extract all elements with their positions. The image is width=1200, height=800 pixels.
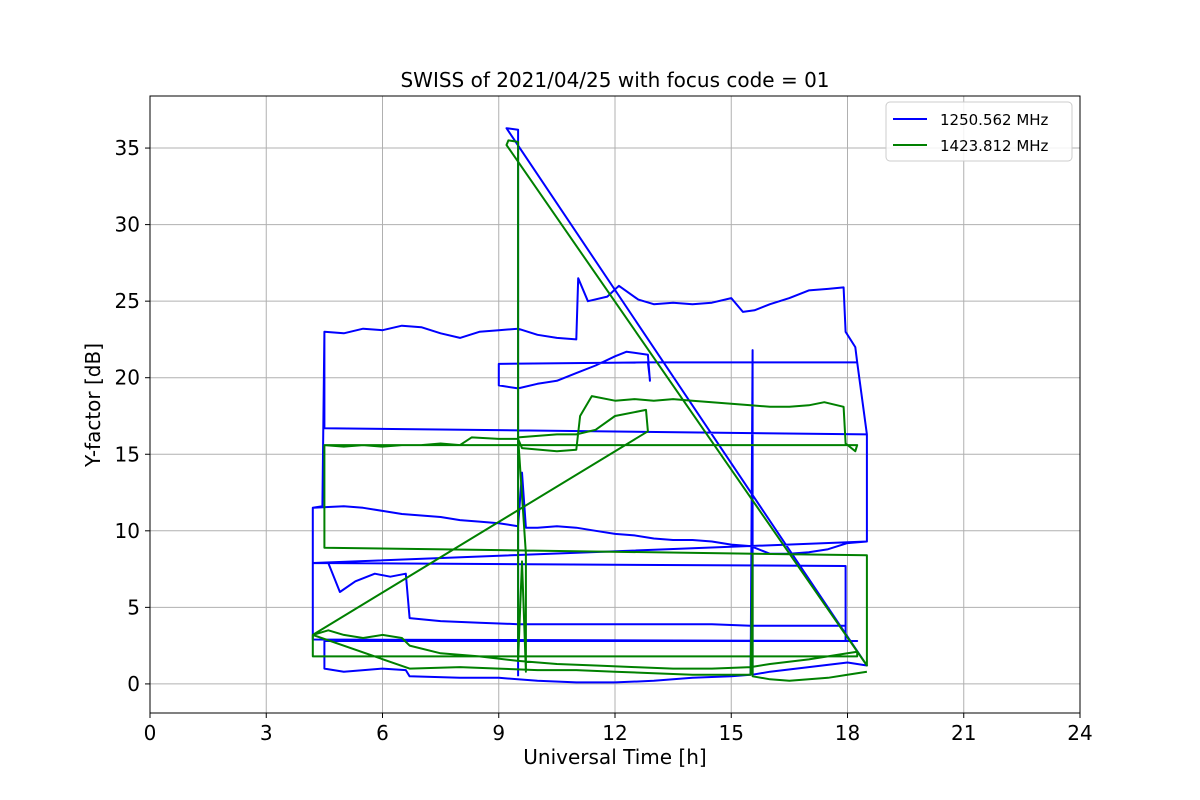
series-layer [311, 127, 868, 684]
legend: 1250.562 MHz 1423.812 MHz [885, 101, 1073, 162]
grid [149, 96, 1081, 713]
x-tick-label: 0 [144, 721, 157, 745]
y-tick-label: 30 [115, 213, 140, 237]
y-tick-label: 20 [115, 366, 140, 390]
series-line-1 [311, 127, 868, 684]
y-tick-label: 25 [115, 289, 140, 313]
x-tick-label: 3 [260, 721, 273, 745]
y-axis-label: Y-factor [dB] [81, 343, 105, 468]
legend-label-series-2: 1423.812 MHz [940, 137, 1049, 155]
x-tick-label: 24 [1067, 721, 1092, 745]
ticks: 0 3 6 9 12 15 18 21 24 0 5 10 15 20 25 30 35 [115, 136, 1093, 745]
legend-box [885, 101, 1073, 162]
x-tick-label: 12 [602, 721, 627, 745]
x-tick-label: 9 [492, 721, 505, 745]
x-axis-label: Universal Time [h] [523, 745, 706, 769]
y-tick-label: 15 [115, 442, 140, 466]
y-tick-label: 10 [115, 519, 140, 543]
legend-label-series-1: 1250.562 MHz [940, 111, 1049, 129]
y-tick-label: 5 [127, 595, 140, 619]
x-tick-label: 18 [835, 721, 860, 745]
x-tick-label: 15 [719, 721, 744, 745]
chart-title: SWISS of 2021/04/25 with focus code = 01 [400, 68, 829, 92]
series-line-2 [311, 139, 868, 682]
y-tick-label: 0 [127, 672, 140, 696]
x-tick-label: 6 [376, 721, 389, 745]
x-tick-label: 21 [951, 721, 976, 745]
y-tick-label: 35 [115, 136, 140, 160]
